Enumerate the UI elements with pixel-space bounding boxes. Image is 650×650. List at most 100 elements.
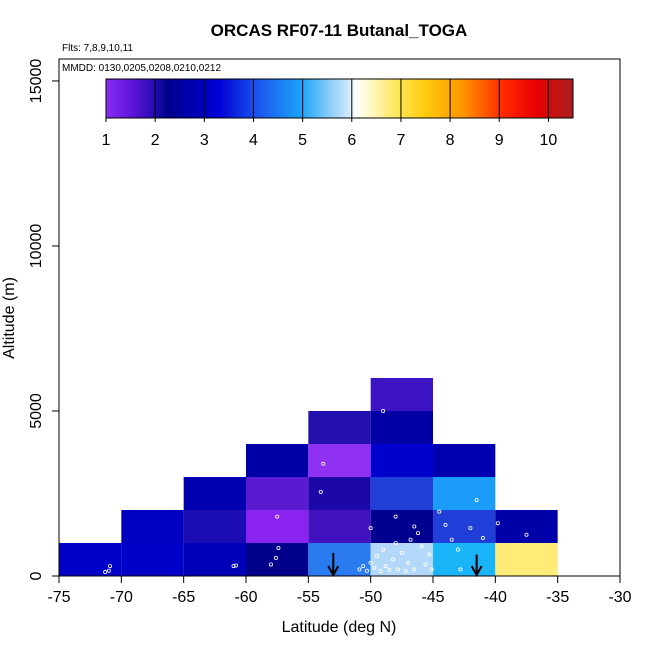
heatmap-cell bbox=[433, 509, 496, 543]
x-tick-label: -75 bbox=[47, 589, 70, 606]
sample-point bbox=[393, 540, 398, 545]
y-tick-label: 5000 bbox=[28, 393, 45, 429]
heatmap-cell bbox=[308, 509, 371, 543]
heatmap-cell bbox=[183, 509, 246, 543]
plot-frame bbox=[58, 58, 621, 577]
heatmap-cell bbox=[246, 509, 309, 543]
sample-point bbox=[416, 531, 421, 536]
heatmap-cell bbox=[246, 476, 309, 510]
sample-point bbox=[361, 564, 366, 569]
arrow-markers bbox=[327, 552, 483, 578]
sample-point bbox=[412, 567, 417, 572]
y-tick-label: 0 bbox=[28, 571, 45, 580]
sample-point bbox=[495, 521, 500, 526]
heatmap-cell bbox=[370, 542, 433, 576]
sample-point bbox=[275, 514, 280, 519]
dates-note: MMDD: 0130,0205,0208,0210,0212 bbox=[62, 63, 221, 74]
chart-title: ORCAS RF07-11 Butanal_TOGA bbox=[211, 21, 468, 40]
heatmap-cell bbox=[59, 542, 122, 576]
sample-point bbox=[374, 554, 379, 559]
sample-point bbox=[387, 568, 392, 573]
heatmap-cell bbox=[183, 542, 246, 576]
flights-note: Flts: 7,8,9,10,11 bbox=[62, 43, 133, 54]
sample-point bbox=[403, 569, 408, 574]
colorbar-tick-label: 4 bbox=[249, 132, 258, 149]
heatmap-cell bbox=[370, 377, 433, 411]
colorbar-tick-label: 6 bbox=[347, 132, 356, 149]
sample-point bbox=[231, 564, 236, 569]
sample-point bbox=[321, 461, 326, 466]
down-arrow-icon bbox=[470, 565, 483, 578]
heatmap-cells bbox=[59, 377, 558, 576]
sample-point bbox=[449, 537, 454, 542]
sample-point bbox=[381, 408, 386, 413]
x-axis: -75 -70 -65 -60 -55 -50 -45 -40 -35 -30 bbox=[47, 576, 632, 606]
sample-point bbox=[234, 563, 239, 568]
x-axis-label: Latitude (deg N) bbox=[282, 619, 397, 636]
down-arrow-icon bbox=[327, 565, 340, 578]
colorbar-tick-label: 3 bbox=[200, 132, 209, 149]
heatmap-cell bbox=[183, 476, 246, 510]
sample-point bbox=[393, 514, 398, 519]
sample-point bbox=[524, 532, 529, 537]
x-tick-label: -45 bbox=[421, 589, 444, 606]
colorbar-tick-label: 7 bbox=[396, 132, 405, 149]
sample-point bbox=[364, 568, 369, 573]
heatmap-cell bbox=[495, 509, 558, 543]
sample-point bbox=[427, 552, 432, 557]
y-axis: 0 5000 10000 15000 bbox=[28, 59, 59, 580]
sample-point bbox=[419, 544, 424, 549]
sample-point bbox=[455, 547, 460, 552]
y-axis-label: Altitude (m) bbox=[1, 277, 18, 359]
colorbar-gradient bbox=[106, 79, 573, 118]
colorbar-tick-label: 2 bbox=[151, 132, 160, 149]
sample-point bbox=[437, 509, 442, 514]
sample-point bbox=[391, 557, 396, 562]
colorbar-tick-label: 5 bbox=[298, 132, 307, 149]
sample-point bbox=[378, 569, 383, 574]
sample-point bbox=[429, 567, 434, 572]
heatmap-cell bbox=[308, 476, 371, 510]
sample-point bbox=[412, 524, 417, 529]
sample-point bbox=[383, 564, 388, 569]
heatmap-cell bbox=[308, 542, 371, 576]
heatmap-cell bbox=[433, 443, 496, 477]
colorbar: 1 2 3 4 5 6 7 8 9 10 bbox=[102, 78, 574, 149]
x-tick-label: -35 bbox=[546, 589, 569, 606]
sample-point bbox=[276, 545, 281, 550]
sample-point bbox=[423, 562, 428, 567]
x-tick-label: -70 bbox=[110, 589, 133, 606]
sample-point bbox=[458, 567, 463, 572]
x-tick-label: -40 bbox=[484, 589, 507, 606]
colorbar-tick-label: 8 bbox=[446, 132, 455, 149]
sample-point bbox=[108, 564, 113, 569]
sample-point bbox=[106, 568, 111, 573]
sample-point bbox=[268, 562, 273, 567]
heatmap-cell bbox=[308, 443, 371, 477]
heatmap-cell bbox=[433, 476, 496, 510]
y-tick-label: 15000 bbox=[28, 59, 45, 104]
heatmap-cell bbox=[370, 410, 433, 444]
sample-point bbox=[368, 560, 373, 565]
sample-point bbox=[372, 565, 377, 570]
heatmap-cell bbox=[121, 542, 184, 576]
sample-point bbox=[443, 522, 448, 527]
heatmap-cell bbox=[246, 443, 309, 477]
sample-point bbox=[396, 567, 401, 572]
x-tick-label: -30 bbox=[608, 589, 631, 606]
heatmap-cell bbox=[495, 542, 558, 576]
sample-point bbox=[318, 489, 323, 494]
heatmap-cell bbox=[370, 509, 433, 543]
heatmap-cell bbox=[308, 410, 371, 444]
sample-point bbox=[103, 570, 108, 575]
x-tick-label: -65 bbox=[172, 589, 195, 606]
x-tick-label: -60 bbox=[234, 589, 257, 606]
sample-point bbox=[474, 498, 479, 503]
sample-point bbox=[357, 567, 362, 572]
colorbar-tick-label: 1 bbox=[102, 132, 111, 149]
sample-point bbox=[273, 555, 278, 560]
colorbar-frame bbox=[105, 78, 574, 119]
sample-point bbox=[381, 547, 386, 552]
sample-point bbox=[368, 526, 373, 531]
